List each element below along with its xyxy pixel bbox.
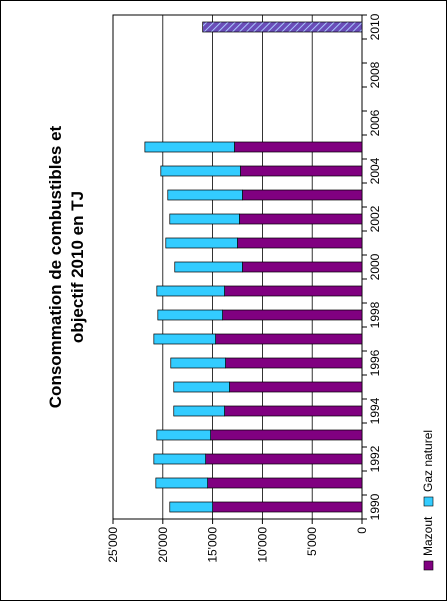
bar-gaz-naturel-1995 xyxy=(173,381,230,393)
bar-gaz-naturel-1993 xyxy=(156,429,211,441)
bar-gaz-naturel-1991 xyxy=(155,477,208,489)
category-tick-label: 2002 xyxy=(368,205,382,232)
bar-gaz-naturel-1999 xyxy=(156,285,225,297)
bar-mazout-2002 xyxy=(239,213,363,225)
bars xyxy=(144,21,363,513)
bar-mazout-1998 xyxy=(222,309,363,321)
category-tick-label: 2000 xyxy=(368,253,382,280)
value-tick-label: 0 xyxy=(355,527,369,534)
category-tick-label: 1994 xyxy=(368,397,382,424)
legend-label-gaz-naturel: Gaz naturel xyxy=(421,430,435,492)
bar-mazout-1996 xyxy=(225,357,363,369)
bar-gaz-naturel-1996 xyxy=(170,357,226,369)
legend-label-mazout: Mazout xyxy=(421,516,435,556)
legend: Mazout Gaz naturel xyxy=(421,430,435,571)
bar-mazout-1991 xyxy=(207,477,363,489)
value-tick-label: 20'000 xyxy=(156,527,170,563)
bar-gaz-naturel-2005 xyxy=(144,141,235,153)
chart-title-group: Consommation de combustibles et objectif… xyxy=(46,125,87,408)
category-tick-label: 1992 xyxy=(368,445,382,472)
value-tick-label: 10'000 xyxy=(255,527,269,563)
category-tick-label: 2008 xyxy=(368,61,382,88)
bar-mazout-1995 xyxy=(229,381,363,393)
value-tick-label: 5'000 xyxy=(305,527,319,556)
bar-objectif-2010-2010 xyxy=(202,21,363,33)
bar-gaz-naturel-1994 xyxy=(173,405,225,417)
category-tick-label: 2004 xyxy=(368,157,382,184)
bar-gaz-naturel-2004 xyxy=(160,165,241,177)
bar-gaz-naturel-2003 xyxy=(167,189,243,201)
value-tick-label: 15'000 xyxy=(206,527,220,563)
bar-mazout-1994 xyxy=(224,405,363,417)
bar-mazout-1992 xyxy=(205,453,363,465)
bar-mazout-2000 xyxy=(242,261,363,273)
legend-swatch-gaz-naturel xyxy=(423,496,434,507)
bar-mazout-1999 xyxy=(224,285,363,297)
category-tick-label: 1990 xyxy=(368,493,382,520)
bar-mazout-1997 xyxy=(215,333,363,345)
category-tick-label: 2006 xyxy=(368,109,382,136)
bar-mazout-2005 xyxy=(234,141,363,153)
bar-gaz-naturel-2001 xyxy=(165,237,238,249)
bar-mazout-2003 xyxy=(242,189,363,201)
bar-mazout-1993 xyxy=(210,429,363,441)
bar-mazout-2001 xyxy=(237,237,363,249)
category-tick-label: 1998 xyxy=(368,301,382,328)
bar-gaz-naturel-1990 xyxy=(169,501,213,513)
bar-gaz-naturel-1998 xyxy=(157,309,223,321)
bar-gaz-naturel-2000 xyxy=(174,261,243,273)
category-tick-label: 1996 xyxy=(368,349,382,376)
chart-title-line-2: objectif 2010 en TJ xyxy=(68,191,87,343)
chart-title-line-1: Consommation de combustibles et xyxy=(46,125,65,408)
bar-gaz-naturel-2002 xyxy=(169,213,240,225)
value-tick-label: 25'000 xyxy=(106,527,120,563)
bar-mazout-1990 xyxy=(212,501,363,513)
category-tick-label: 2010 xyxy=(368,13,382,40)
bar-gaz-naturel-1997 xyxy=(153,333,216,345)
bar-mazout-2004 xyxy=(240,165,363,177)
axes: 0 5'000 10'000 15'000 20'000 25'000 1990 1992 19… xyxy=(106,13,382,562)
bar-gaz-naturel-1992 xyxy=(153,453,206,465)
legend-swatch-mazout xyxy=(423,560,434,571)
